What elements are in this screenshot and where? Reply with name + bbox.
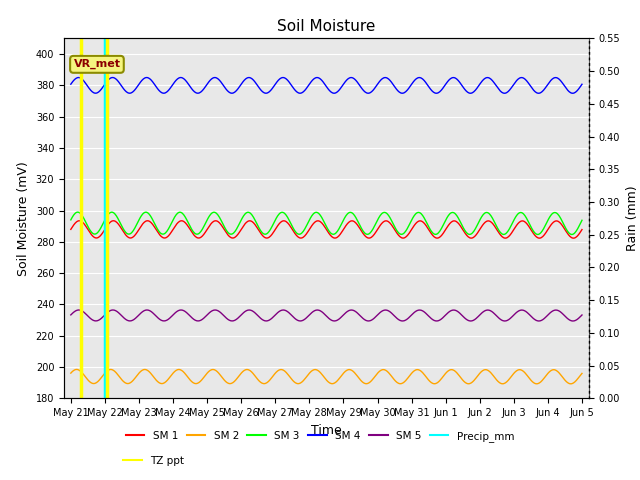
Line: SM 4: SM 4 [71,78,582,93]
SM 1 [67,227,75,232]
SM 4 [389,81,397,87]
Line: SM 5: SM 5 [71,310,582,321]
SM 2 [404,375,412,381]
X-axis label: Time: Time [311,424,342,437]
Text: VR_met: VR_met [74,59,120,70]
SM 5 [75,307,83,313]
SM 3 [181,214,189,220]
SM 4 [67,81,75,87]
Line: SM 1: SM 1 [71,221,582,238]
SM 5 [569,318,577,324]
SM 3 [77,211,84,217]
SM 1 [404,232,412,238]
SM 4 [129,88,137,94]
Line: SM 2: SM 2 [71,370,582,384]
SM 5 [209,308,216,313]
SM 3 [209,210,216,216]
SM 4 [404,86,412,92]
SM 2 [67,370,75,376]
SM 5 [181,309,189,314]
SM 4 [578,82,586,87]
SM 2 [567,381,575,387]
SM 1 [77,218,84,224]
SM 1 [181,220,189,226]
SM 5 [578,312,586,318]
SM 5 [129,317,137,323]
SM 1 [578,227,586,232]
SM 5 [67,312,75,318]
SM 2 [73,367,81,372]
SM 4 [181,77,189,83]
SM 4 [77,75,84,81]
Legend: SM 1, SM 2, SM 3, SM 4, SM 5, Precip_mm: SM 1, SM 2, SM 3, SM 4, SM 5, Precip_mm [122,427,518,446]
SM 5 [404,316,412,322]
Y-axis label: Soil Moisture (mV): Soil Moisture (mV) [17,161,30,276]
SM 2 [578,371,586,376]
SM 3 [578,217,586,223]
SM 1 [129,234,137,240]
SM 3 [568,231,576,237]
SM 2 [181,371,189,377]
SM 2 [77,369,84,374]
SM 3 [389,220,397,226]
SM 5 [77,308,84,313]
SM 2 [389,375,397,381]
Title: Soil Moisture: Soil Moisture [277,20,376,35]
SM 5 [389,312,397,317]
SM 2 [209,367,216,372]
SM 4 [75,75,83,81]
SM 1 [389,224,397,230]
SM 3 [404,225,412,230]
SM 4 [569,90,577,96]
SM 1 [570,235,577,241]
SM 1 [76,218,83,224]
SM 2 [129,377,137,383]
SM 3 [129,228,137,233]
Line: SM 3: SM 3 [71,212,582,234]
SM 4 [209,75,216,81]
Legend: TZ ppt: TZ ppt [119,452,188,470]
SM 3 [67,217,75,223]
Y-axis label: Rain (mm): Rain (mm) [626,186,639,251]
SM 1 [209,219,216,225]
SM 3 [74,209,82,215]
